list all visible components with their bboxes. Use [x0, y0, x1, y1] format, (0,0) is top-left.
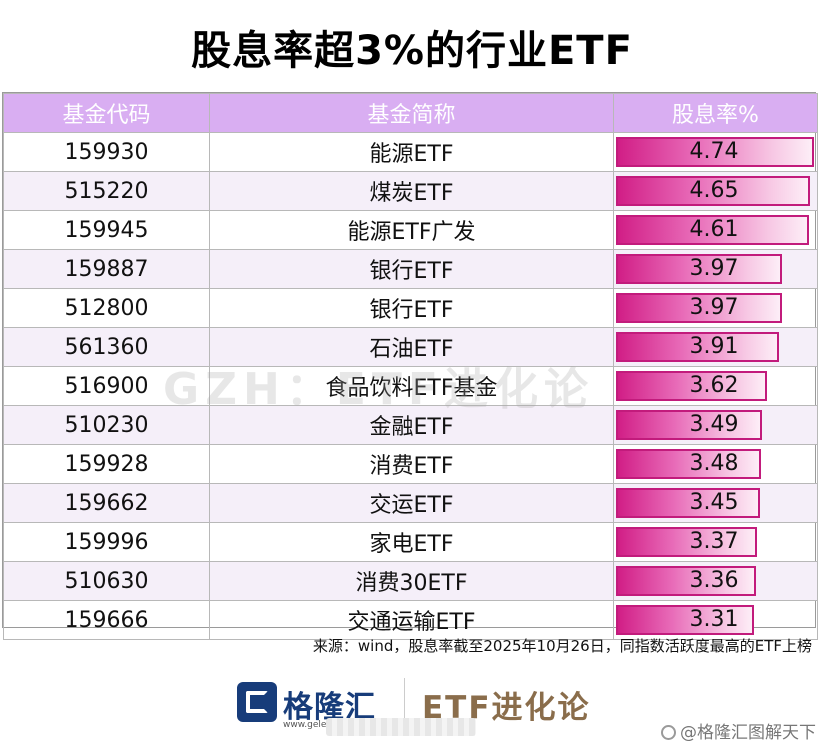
footer-divider — [404, 678, 405, 724]
fund-name-cell: 煤炭ETF — [209, 171, 614, 211]
table-row: 159930 能源ETF 4.74 — [3, 132, 818, 172]
fund-name-cell: 消费ETF — [209, 444, 614, 484]
dividend-rate-value: 3.31 — [689, 607, 739, 632]
fund-code-cell: 159928 — [3, 444, 210, 484]
etf-table: 基金代码 基金简称 股息率% 159930 能源ETF 4.74 515220 煤炭ET… — [3, 93, 818, 640]
fund-code-cell: 515220 — [3, 171, 210, 211]
dividend-rate-bar — [616, 488, 760, 518]
dividend-rate-value: 3.48 — [689, 451, 739, 476]
dividend-rate-bar — [616, 527, 757, 557]
fund-name-cell: 消费30ETF — [209, 561, 614, 601]
dividend-rate-cell: 3.31 — [613, 600, 818, 640]
dividend-rate-value: 3.91 — [689, 334, 739, 359]
header-name: 基金简称 — [209, 93, 614, 133]
fund-code-cell: 510630 — [3, 561, 210, 601]
table-row: 515220 煤炭ETF 4.65 — [3, 171, 818, 211]
fund-code-cell: 159662 — [3, 483, 210, 523]
dividend-rate-cell: 3.97 — [613, 288, 818, 328]
fund-name-cell: 金融ETF — [209, 405, 614, 445]
footer: 格隆汇 www.gele... ETF进化论 @格隆汇图解天下 — [0, 668, 824, 751]
dividend-rate-cell: 3.97 — [613, 249, 818, 289]
fund-name-cell: 银行ETF — [209, 288, 614, 328]
fund-code-cell: 159666 — [3, 600, 210, 640]
dividend-rate-bar — [616, 449, 761, 479]
fund-name-cell: 石油ETF — [209, 327, 614, 367]
dividend-rate-value: 3.97 — [689, 256, 739, 281]
fund-code-cell: 159930 — [3, 132, 210, 172]
table-row: 510630 消费30ETF 3.36 — [3, 561, 818, 601]
table-row: 159662 交运ETF 3.45 — [3, 483, 818, 523]
dividend-rate-bar — [616, 215, 809, 245]
table-row: 159996 家电ETF 3.37 — [3, 522, 818, 562]
fund-name-cell: 银行ETF — [209, 249, 614, 289]
source-note: 来源：wind，股息率截至2025年10月26日，同指数活跃度最高的ETF上榜 — [312, 637, 812, 655]
page-title: 股息率超3%的行业ETF — [191, 28, 633, 74]
header-rate: 股息率% — [613, 93, 818, 133]
fund-code-cell: 159945 — [3, 210, 210, 250]
fund-code-cell: 159887 — [3, 249, 210, 289]
dividend-rate-bar — [616, 332, 779, 362]
dividend-rate-bar — [616, 137, 814, 167]
fund-name-cell: 食品饮料ETF基金 — [209, 366, 614, 406]
header-code: 基金代码 — [3, 93, 210, 133]
dividend-rate-value: 3.49 — [689, 412, 739, 437]
dividend-rate-cell: 4.74 — [613, 132, 818, 172]
dividend-rate-cell: 3.45 — [613, 483, 818, 523]
dividend-rate-cell: 3.91 — [613, 327, 818, 367]
dividend-rate-value: 3.45 — [689, 490, 739, 515]
blurred-area — [326, 718, 476, 736]
dividend-rate-value: 4.61 — [689, 217, 739, 242]
fund-code-cell: 510230 — [3, 405, 210, 445]
table-row: 512800 银行ETF 3.97 — [3, 288, 818, 328]
fund-code-cell: 516900 — [3, 366, 210, 406]
table-row: 561360 石油ETF 3.91 — [3, 327, 818, 367]
fund-name-cell: 交通运输ETF — [209, 600, 614, 640]
fund-name-cell: 家电ETF — [209, 522, 614, 562]
weibo-handle-text: @格隆汇图解天下 — [680, 723, 816, 743]
table-row: 159928 消费ETF 3.48 — [3, 444, 818, 484]
fund-code-cell: 512800 — [3, 288, 210, 328]
table-body: 159930 能源ETF 4.74 515220 煤炭ETF 4.65 159945 能源ET… — [3, 132, 818, 640]
dividend-rate-bar — [616, 176, 810, 206]
dividend-rate-value: 3.62 — [689, 373, 739, 398]
fund-code-cell: 561360 — [3, 327, 210, 367]
dividend-rate-bar — [616, 410, 762, 440]
table-row: 510230 金融ETF 3.49 — [3, 405, 818, 445]
dividend-rate-cell: 3.62 — [613, 366, 818, 406]
logo-url: www.gele... — [283, 720, 335, 730]
dividend-rate-value: 4.74 — [689, 139, 739, 164]
weibo-handle: @格隆汇图解天下 — [661, 718, 816, 743]
dividend-rate-cell: 3.48 — [613, 444, 818, 484]
gelonghui-logo-icon — [237, 682, 277, 722]
dividend-rate-value: 3.97 — [689, 295, 739, 320]
dividend-rate-cell: 3.37 — [613, 522, 818, 562]
dividend-rate-bar — [616, 566, 756, 596]
fund-code-cell: 159996 — [3, 522, 210, 562]
dividend-rate-cell: 3.49 — [613, 405, 818, 445]
table-row: 159887 银行ETF 3.97 — [3, 249, 818, 289]
fund-name-cell: 交运ETF — [209, 483, 614, 523]
fund-name-cell: 能源ETF — [209, 132, 614, 172]
weibo-icon — [661, 725, 676, 740]
table-header-row: 基金代码 基金简称 股息率% — [3, 93, 818, 133]
dividend-rate-cell: 4.65 — [613, 171, 818, 211]
dividend-rate-bar — [616, 605, 754, 635]
fund-name-cell: 能源ETF广发 — [209, 210, 614, 250]
dividend-rate-value: 3.37 — [689, 529, 739, 554]
dividend-rate-value: 4.65 — [689, 178, 739, 203]
dividend-rate-cell: 4.61 — [613, 210, 818, 250]
table-row: 159666 交通运输ETF 3.31 — [3, 600, 818, 640]
dividend-rate-bar — [616, 293, 782, 323]
dividend-table: 基金代码 基金简称 股息率% 159930 能源ETF 4.74 515220 煤炭ET… — [2, 92, 818, 640]
table-row: 159945 能源ETF广发 4.61 — [3, 210, 818, 250]
dividend-rate-bar — [616, 254, 782, 284]
dividend-rate-cell: 3.36 — [613, 561, 818, 601]
dividend-rate-value: 3.36 — [689, 568, 739, 593]
table-row: 516900 食品饮料ETF基金 3.62 — [3, 366, 818, 406]
dividend-rate-bar — [616, 371, 767, 401]
